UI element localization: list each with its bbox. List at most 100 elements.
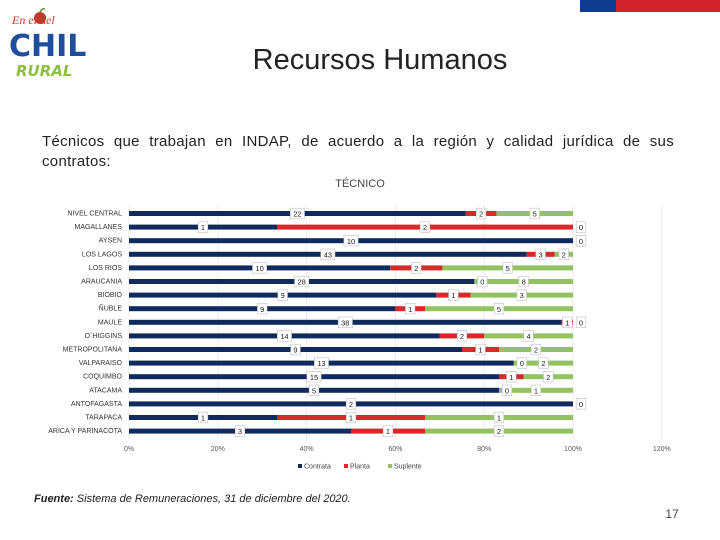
data-label: 1 — [201, 223, 205, 232]
data-label: 8 — [522, 278, 526, 287]
x-tick-label: 100% — [564, 446, 582, 453]
x-tick-label: 40% — [300, 446, 314, 453]
legend-label: Planta — [350, 464, 370, 471]
category-label: ARAUCANIA — [81, 279, 122, 286]
data-label-box — [337, 316, 353, 328]
data-label: 5 — [497, 305, 501, 314]
data-label: 3 — [539, 250, 543, 259]
data-label: 3 — [238, 427, 242, 436]
data-label: 2 — [423, 223, 427, 232]
data-label: 0 — [520, 359, 524, 368]
data-label: 1 — [201, 414, 205, 423]
data-label-box — [493, 425, 505, 437]
legend-swatch-contrata — [298, 464, 302, 468]
data-label-box — [523, 330, 534, 342]
data-label: 1 — [451, 291, 455, 300]
category-label: VALPARAISO — [79, 360, 123, 367]
x-tick-label: 20% — [211, 446, 225, 453]
data-label: 1 — [386, 427, 390, 436]
data-label-box — [538, 357, 549, 369]
category-label: ÑUBLE — [99, 304, 123, 313]
data-label: 0 — [480, 278, 484, 287]
data-label: 1 — [509, 373, 513, 382]
x-tick-label: 0% — [124, 446, 134, 453]
data-label: 1 — [408, 305, 412, 314]
category-label: ATACAMA — [89, 387, 122, 394]
data-label: 10 — [347, 237, 355, 246]
data-label-box — [419, 221, 431, 233]
data-label: 0 — [579, 237, 583, 246]
data-label-box — [252, 262, 267, 274]
data-label-box — [502, 262, 513, 274]
data-label-box — [529, 207, 540, 220]
tecnico-stacked-bar-chart: TÉCNICO 22251201000433210252808913915381… — [48, 177, 671, 471]
data-label-box — [313, 357, 329, 369]
data-label: 43 — [324, 250, 332, 259]
data-label-box — [320, 248, 336, 260]
data-label-box — [382, 425, 394, 437]
data-label: 14 — [280, 332, 288, 341]
data-label: 1 — [349, 414, 353, 423]
data-label-box — [575, 398, 587, 410]
category-label: LOS RIOS — [89, 265, 122, 272]
data-label-box — [516, 357, 527, 369]
flag-red-block — [616, 0, 720, 12]
data-label: 2 — [349, 400, 353, 409]
data-label-box — [575, 221, 587, 233]
data-label: 2 — [534, 346, 538, 355]
data-label-box — [343, 235, 359, 247]
data-label-box — [518, 275, 529, 288]
data-label: 5 — [312, 386, 316, 395]
category-label: MAULE — [98, 319, 122, 326]
category-label: METROPOLITANA — [63, 347, 123, 354]
category-label: ARICA Y PARINACOTA — [48, 428, 122, 435]
data-label: 1 — [497, 414, 501, 423]
data-label-box — [277, 289, 288, 301]
x-tick-label: 80% — [477, 446, 491, 453]
data-label: 2 — [541, 359, 545, 368]
data-label-box — [477, 275, 488, 288]
logo-text-chile: CHILE — [9, 29, 88, 64]
data-label-box — [530, 343, 542, 356]
data-label: 2 — [479, 210, 483, 219]
category-label: LOS LAGOS — [82, 251, 122, 258]
data-label-box — [345, 411, 357, 424]
data-label-box — [411, 262, 422, 274]
x-tick-label: 120% — [653, 446, 671, 453]
data-label: 15 — [310, 373, 318, 382]
data-label: 4 — [527, 332, 531, 341]
data-label: 0 — [579, 318, 583, 327]
data-label: 5 — [533, 210, 537, 219]
category-label: MAGALLANES — [75, 224, 123, 231]
category-label: COQUIMBO — [83, 374, 122, 381]
chile-rural-logo: En el del CHILE RURAL — [9, 8, 88, 80]
data-label: 0 — [579, 400, 583, 409]
data-label: 0 — [505, 386, 509, 395]
data-label: 1 — [565, 318, 569, 327]
data-label-box — [575, 316, 587, 328]
legend-swatch-planta — [344, 464, 348, 468]
data-label-box — [197, 411, 209, 424]
data-label-box — [306, 371, 322, 383]
data-label: 2 — [562, 250, 566, 259]
data-label-box — [234, 425, 246, 437]
logo-apple-icon — [34, 12, 46, 24]
data-label: 2 — [414, 264, 418, 273]
data-label-box — [345, 398, 357, 410]
data-label-box — [535, 248, 546, 260]
x-tick-label: 60% — [388, 446, 402, 453]
logo-text-rural: RURAL — [16, 62, 72, 80]
data-label-box — [575, 235, 587, 247]
data-label-box — [294, 275, 310, 288]
data-label-box — [276, 330, 292, 342]
data-label-box — [493, 411, 505, 424]
data-label-box — [506, 371, 517, 383]
page-subtitle: Técnicos que trabajan en INDAP, de acuer… — [42, 133, 674, 170]
legend-swatch-suplente — [388, 464, 392, 468]
data-label: 0 — [579, 223, 583, 232]
data-label: 22 — [293, 210, 301, 219]
data-label: 9 — [260, 305, 264, 314]
source-text: Sistema de Remuneraciones, 31 de diciemb… — [73, 493, 351, 505]
data-label: 1 — [478, 346, 482, 355]
data-label-box — [562, 316, 573, 328]
